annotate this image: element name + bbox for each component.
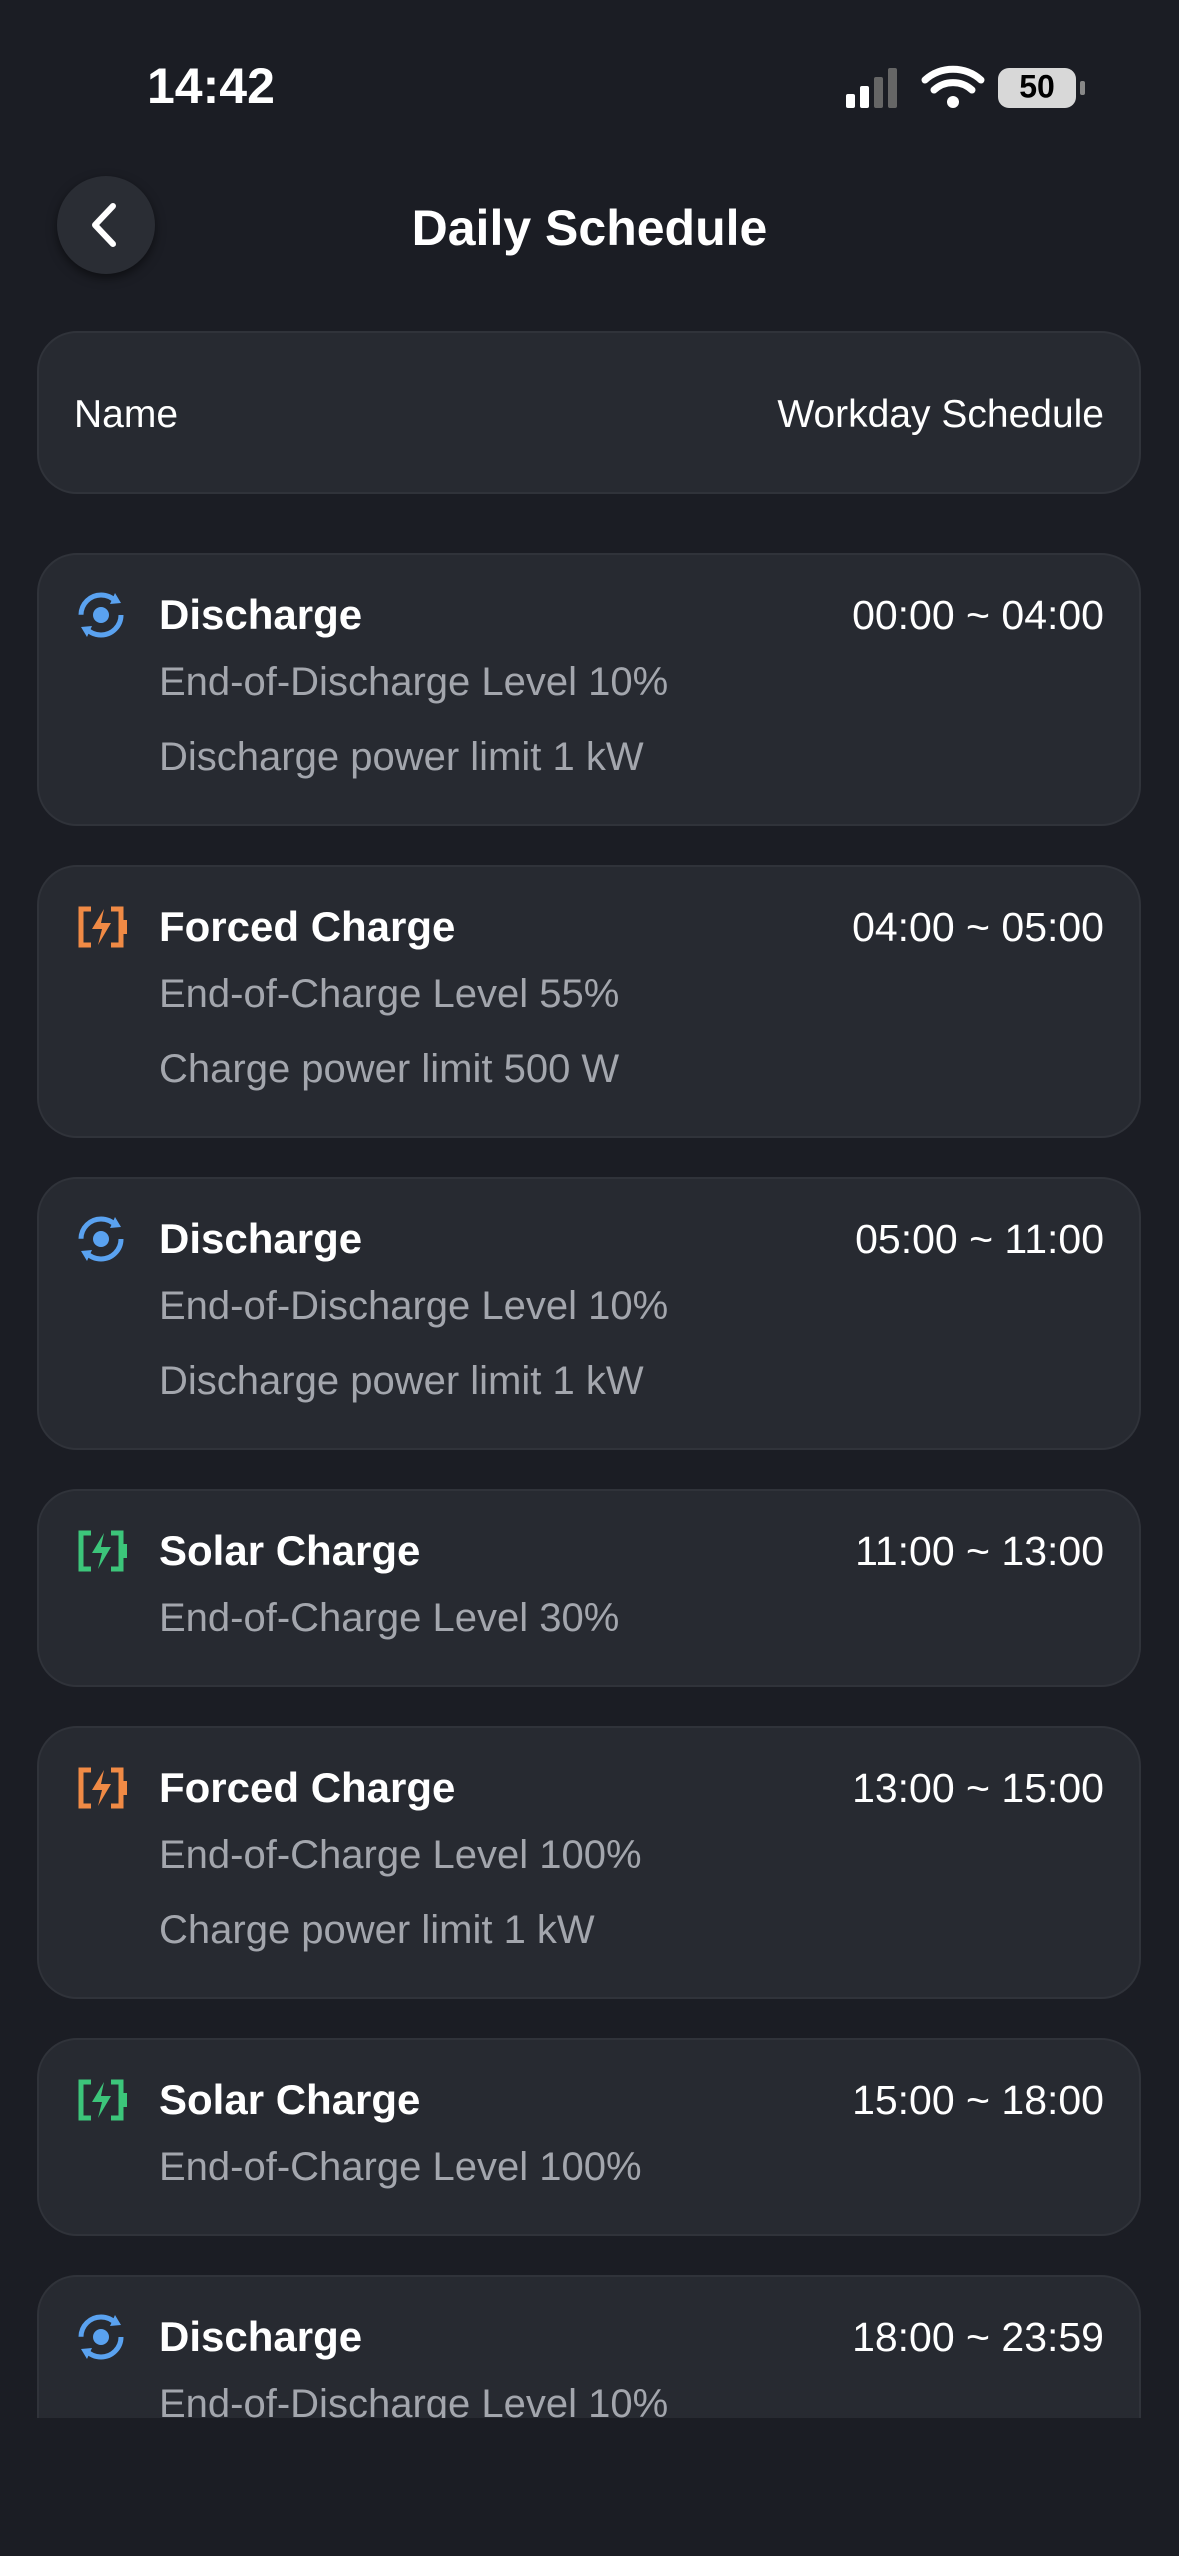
detail: End-of-Discharge Level 10% <box>159 1284 669 1328</box>
time-range: 05:00 ~ 11:00 <box>855 1216 1104 1262</box>
detail: End-of-Charge Level 55% <box>159 972 620 1016</box>
detail: Discharge power limit 1 kW <box>159 1359 644 1403</box>
schedule-card[interactable]: Forced Charge 04:00 ~ 05:00 End-of-Charge … <box>37 865 1141 1138</box>
time-range: 18:00 ~ 23:59 <box>852 2314 1104 2360</box>
mode-title: Solar Charge <box>159 2076 421 2123</box>
time-range: 13:00 ~ 15:00 <box>852 1765 1104 1811</box>
time-range: 00:00 ~ 04:00 <box>852 592 1104 638</box>
schedule-card[interactable]: Solar Charge 11:00 ~ 13:00 End-of-Charge L… <box>37 1489 1141 1687</box>
mode-icon <box>78 906 127 948</box>
name-label: Name <box>74 393 179 436</box>
mode-title: Discharge <box>159 1215 363 1262</box>
battery-level: 50 <box>1019 68 1055 104</box>
name-value: Workday Schedule <box>777 393 1104 436</box>
mode-icon <box>78 2314 124 2360</box>
mode-icon <box>78 1530 127 1572</box>
back-icon <box>92 203 116 247</box>
detail: End-of-Charge Level 30% <box>159 1596 620 1640</box>
mode-title: Forced Charge <box>159 903 456 950</box>
name-row[interactable]: Name Workday Schedule <box>37 331 1141 494</box>
mode-title: Forced Charge <box>159 1764 456 1811</box>
mode-icon <box>78 2079 127 2121</box>
mode-title: Discharge <box>159 2313 363 2360</box>
back-button[interactable] <box>57 176 155 274</box>
schedule-card[interactable]: Discharge 18:00 ~ 23:59 End-of-Discharge L… <box>37 2275 1141 2418</box>
mode-icon <box>78 592 124 638</box>
detail: Discharge power limit 1 kW <box>159 735 644 779</box>
time-range: 04:00 ~ 05:00 <box>852 904 1104 950</box>
schedule-card[interactable]: Forced Charge 13:00 ~ 15:00 End-of-Charge … <box>37 1726 1141 1999</box>
schedule-list: Discharge 00:00 ~ 04:00 End-of-Discharge L… <box>37 553 1141 2418</box>
status-time: 14:42 <box>147 58 275 114</box>
schedule-card[interactable]: Discharge 05:00 ~ 11:00 End-of-Discharge L… <box>37 1177 1141 1450</box>
mode-icon <box>78 1767 127 1809</box>
page-title: Daily Schedule <box>411 200 768 256</box>
time-range: 15:00 ~ 18:00 <box>852 2077 1104 2123</box>
mode-title: Discharge <box>159 591 363 638</box>
detail: Charge power limit 500 W <box>159 1047 620 1091</box>
mode-title: Solar Charge <box>159 1527 421 1574</box>
detail: Charge power limit 1 kW <box>159 1908 595 1952</box>
schedule-card[interactable]: Solar Charge 15:00 ~ 18:00 End-of-Charge L… <box>37 2038 1141 2236</box>
status-icons: 50 <box>846 65 1085 108</box>
detail: End-of-Charge Level 100% <box>159 2145 642 2189</box>
detail: End-of-Discharge Level 10% <box>159 2382 669 2418</box>
mode-icon <box>78 1216 124 1262</box>
detail: End-of-Discharge Level 10% <box>159 660 669 704</box>
schedule-card[interactable]: Discharge 00:00 ~ 04:00 End-of-Discharge L… <box>37 553 1141 826</box>
time-range: 11:00 ~ 13:00 <box>855 1528 1104 1574</box>
detail: End-of-Charge Level 100% <box>159 1833 642 1877</box>
